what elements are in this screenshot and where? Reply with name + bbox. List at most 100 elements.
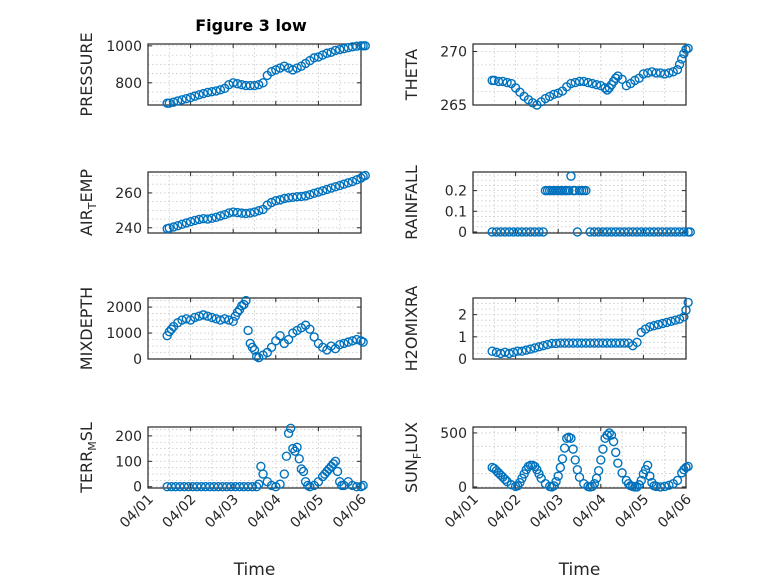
data-point <box>632 337 642 348</box>
x-tick-label: 04/06 <box>655 491 695 531</box>
data-point <box>168 222 179 232</box>
plot-area <box>473 44 686 105</box>
data-point <box>207 213 217 224</box>
data-point <box>634 480 644 490</box>
data-point <box>164 98 175 108</box>
data-point <box>642 460 653 471</box>
data-point <box>568 444 578 454</box>
data-point <box>330 45 341 56</box>
x-tick-label: 04/01 <box>117 492 157 532</box>
y-axis-label-main: H2OMIXRA <box>402 286 421 372</box>
data-point <box>551 476 561 487</box>
data-point <box>534 342 544 352</box>
data-point <box>360 41 370 51</box>
data-point <box>266 197 277 208</box>
axes-box <box>472 43 687 106</box>
data-point <box>168 97 179 107</box>
plot-area <box>148 298 361 359</box>
data-point <box>679 227 689 237</box>
data-point <box>339 43 349 54</box>
data-point <box>283 334 294 345</box>
y-axis-label-main: PRESSURE <box>77 32 96 116</box>
y-axis-label-subscript: M <box>86 441 99 451</box>
data-point <box>534 227 544 237</box>
data-point <box>330 456 341 467</box>
data-point <box>657 318 668 329</box>
data-point <box>211 86 221 96</box>
data-point <box>574 472 585 482</box>
data-point <box>564 185 574 196</box>
data-point <box>254 79 264 90</box>
data-point <box>181 314 192 324</box>
data-point <box>251 482 262 492</box>
data-point <box>215 85 226 95</box>
data-point <box>251 351 262 362</box>
data-point <box>500 474 510 485</box>
data-point <box>519 469 529 479</box>
data-point <box>593 466 604 476</box>
series-points <box>162 41 370 108</box>
y-axis-label: TERRMSL <box>77 422 99 494</box>
y-axis-label-main: RAINFALL <box>402 165 421 240</box>
data-point <box>328 459 339 469</box>
data-point <box>271 65 281 75</box>
data-point <box>583 77 593 88</box>
data-point <box>241 208 251 219</box>
data-point <box>245 208 255 218</box>
y-tick-label: 265 <box>440 98 467 114</box>
data-point <box>677 54 687 64</box>
data-point <box>683 297 693 308</box>
figure-title: Figure 3 low <box>195 16 307 35</box>
data-point <box>254 205 264 216</box>
subplot-rainfall: 0 0.1 0.2 RAINFALL <box>402 165 695 241</box>
data-point <box>185 92 196 103</box>
data-point <box>286 423 296 433</box>
x-tick-label: 04/04 <box>570 491 610 531</box>
data-point <box>579 76 589 87</box>
data-point <box>241 295 251 306</box>
data-point <box>181 94 192 104</box>
series-points <box>487 171 695 237</box>
data-point <box>360 170 370 181</box>
data-point <box>313 52 324 62</box>
data-point <box>322 48 332 58</box>
data-point <box>358 480 368 491</box>
data-point <box>288 65 298 75</box>
data-point <box>335 180 345 191</box>
data-point <box>322 184 332 195</box>
data-point <box>335 44 345 55</box>
data-point <box>177 95 187 105</box>
data-point <box>164 223 175 233</box>
data-point <box>611 447 621 458</box>
axes-box <box>472 297 687 360</box>
data-point <box>672 475 683 486</box>
data-point <box>645 322 655 332</box>
data-point <box>502 77 512 88</box>
data-point <box>670 315 681 325</box>
data-point <box>596 455 606 465</box>
data-point <box>317 50 328 60</box>
data-point <box>666 316 676 326</box>
y-tick-label: 800 <box>115 76 142 92</box>
subplot-h2omixra: 0 1 2 H2OMIXRA <box>402 286 693 372</box>
y-tick-label: 2000 <box>106 300 142 316</box>
subplot-mixdepth: 0 1000 2000 MIXDEPTH <box>77 287 368 370</box>
data-point <box>617 468 627 478</box>
data-point <box>504 348 514 359</box>
data-point <box>266 67 277 77</box>
data-point <box>271 196 281 206</box>
data-point <box>660 69 670 79</box>
data-point <box>683 43 693 53</box>
data-point <box>549 89 559 99</box>
data-point <box>581 185 591 196</box>
data-point <box>173 220 183 231</box>
data-point <box>343 337 353 347</box>
data-point <box>506 480 517 490</box>
data-point <box>281 451 292 461</box>
subplot-sun_flux: 0 500 SUNFLUX 04/01 04/02 04/03 04/04 04/05 04/0… <box>402 422 695 580</box>
x-tick-label: 04/05 <box>612 492 652 532</box>
data-point <box>532 464 542 475</box>
data-point <box>198 88 209 99</box>
data-point <box>190 215 200 226</box>
